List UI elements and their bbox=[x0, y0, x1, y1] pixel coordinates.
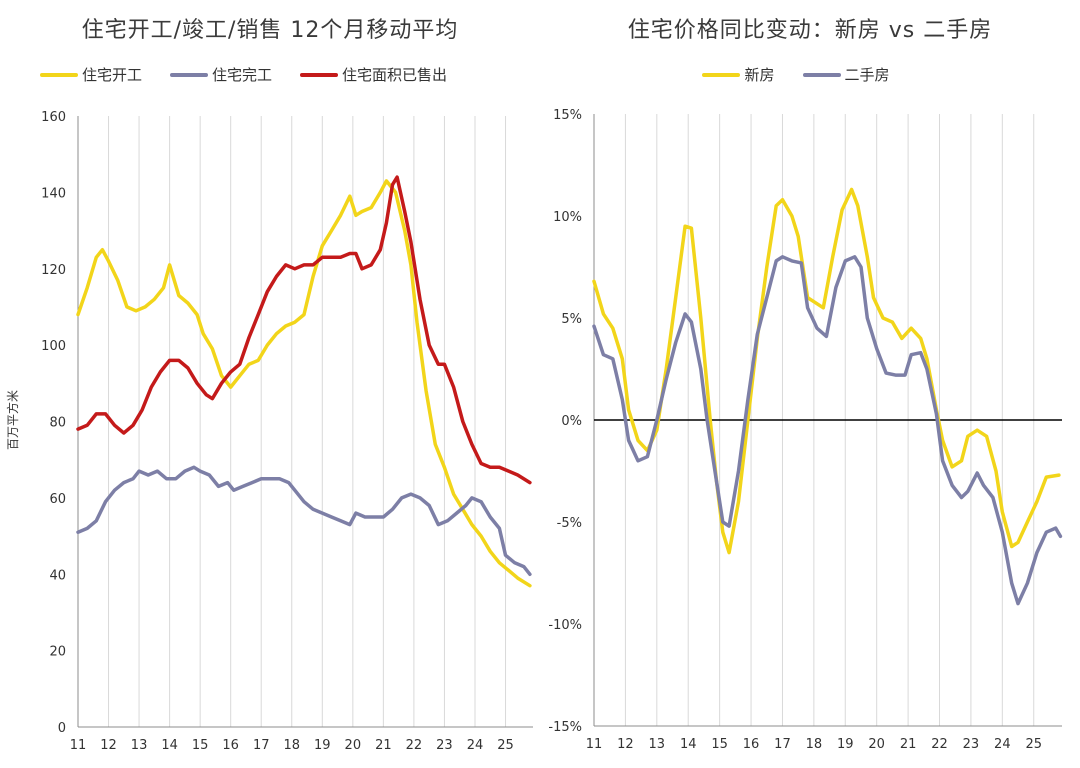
left-y-tick-label: 80 bbox=[49, 416, 66, 431]
right-x-tick-label: 20 bbox=[868, 737, 885, 752]
legend-item-new-homes: 新房 bbox=[702, 64, 775, 85]
right-x-tick-label: 15 bbox=[711, 737, 728, 752]
left-x-tick-label: 21 bbox=[375, 738, 392, 753]
legend-label: 住宅开工 bbox=[82, 66, 143, 84]
right-y-tick-label: -5% bbox=[557, 516, 582, 531]
right-x-tick-label: 23 bbox=[963, 737, 980, 752]
legend-item-existing-homes: 二手房 bbox=[802, 64, 890, 85]
left-x-tick-label: 17 bbox=[253, 738, 270, 753]
legend-label: 新房 bbox=[744, 66, 775, 84]
left-series-line-0 bbox=[76, 179, 532, 588]
legend-swatch-yellow bbox=[702, 72, 741, 77]
right-x-tick-label: 21 bbox=[900, 737, 917, 752]
legend-item-sold: 住宅面积已售出 bbox=[300, 64, 447, 85]
legend-item-completions: 住宅完工 bbox=[170, 64, 272, 85]
left-series-line-1 bbox=[76, 465, 532, 577]
left-x-tick-label: 11 bbox=[70, 738, 87, 753]
right-x-tick-label: 12 bbox=[617, 737, 634, 752]
right-x-tick-label: 11 bbox=[586, 737, 603, 752]
left-x-tick-label: 22 bbox=[406, 738, 423, 753]
left-x-tick-label: 19 bbox=[314, 738, 331, 753]
right-series-line-0 bbox=[592, 187, 1061, 555]
left-x-tick-label: 16 bbox=[222, 738, 239, 753]
left-chart-legend: 住宅开工 住宅完工 住宅面积已售出 bbox=[40, 64, 540, 85]
left-y-tick-label: 160 bbox=[41, 110, 66, 125]
legend-label: 住宅完工 bbox=[212, 66, 273, 84]
right-x-tick-label: 24 bbox=[994, 737, 1011, 752]
right-y-tick-label: 15% bbox=[553, 108, 582, 123]
left-y-tick-label: 120 bbox=[41, 263, 66, 278]
right-x-tick-label: 17 bbox=[774, 737, 791, 752]
legend-swatch-yellow bbox=[40, 72, 78, 77]
left-series-line-2 bbox=[76, 175, 532, 485]
right-y-tick-label: -10% bbox=[548, 618, 582, 633]
right-x-tick-label: 13 bbox=[649, 737, 666, 752]
legend-label: 住宅面积已售出 bbox=[342, 66, 448, 84]
left-x-tick-label: 15 bbox=[192, 738, 209, 753]
left-x-tick-label: 24 bbox=[467, 738, 484, 753]
right-y-tick-label: 5% bbox=[561, 312, 582, 327]
legend-label: 二手房 bbox=[844, 66, 890, 84]
right-x-tick-label: 25 bbox=[1025, 737, 1042, 752]
left-x-tick-label: 14 bbox=[161, 738, 178, 753]
right-chart-title: 住宅价格同比变动：新房 vs 二手房 bbox=[627, 18, 993, 43]
left-x-tick-label: 23 bbox=[436, 738, 453, 753]
left-y-tick-label: 20 bbox=[49, 645, 66, 660]
legend-swatch-gray bbox=[170, 72, 209, 77]
left-chart-title: 住宅开工/竣工/销售 12个月移动平均 bbox=[81, 18, 459, 43]
right-x-tick-label: 16 bbox=[743, 737, 760, 752]
right-x-tick-label: 19 bbox=[837, 737, 854, 752]
left-x-tick-label: 20 bbox=[345, 738, 362, 753]
left-x-tick-label: 12 bbox=[100, 738, 117, 753]
right-y-tick-label: 0% bbox=[561, 414, 582, 429]
left-x-tick-label: 25 bbox=[497, 738, 514, 753]
right-x-tick-label: 14 bbox=[680, 737, 697, 752]
left-y-tick-label: 100 bbox=[41, 339, 66, 354]
left-x-tick-label: 13 bbox=[131, 738, 148, 753]
left-y-tick-label: 0 bbox=[58, 721, 66, 736]
right-x-tick-label: 22 bbox=[931, 737, 948, 752]
left-y-tick-label: 140 bbox=[41, 186, 66, 201]
left-y-tick-label: 60 bbox=[49, 492, 66, 507]
right-y-tick-label: 10% bbox=[553, 210, 582, 225]
legend-item-starts: 住宅开工 bbox=[40, 64, 142, 85]
right-series-line-1 bbox=[592, 255, 1063, 606]
right-chart-legend: 新房 二手房 bbox=[540, 64, 1080, 85]
legend-swatch-gray bbox=[802, 72, 841, 77]
right-y-tick-label: -15% bbox=[548, 720, 582, 735]
left-y-tick-label: 40 bbox=[49, 568, 66, 583]
legend-swatch-red bbox=[300, 72, 339, 77]
left-x-tick-label: 18 bbox=[283, 738, 300, 753]
right-x-tick-label: 18 bbox=[806, 737, 823, 752]
